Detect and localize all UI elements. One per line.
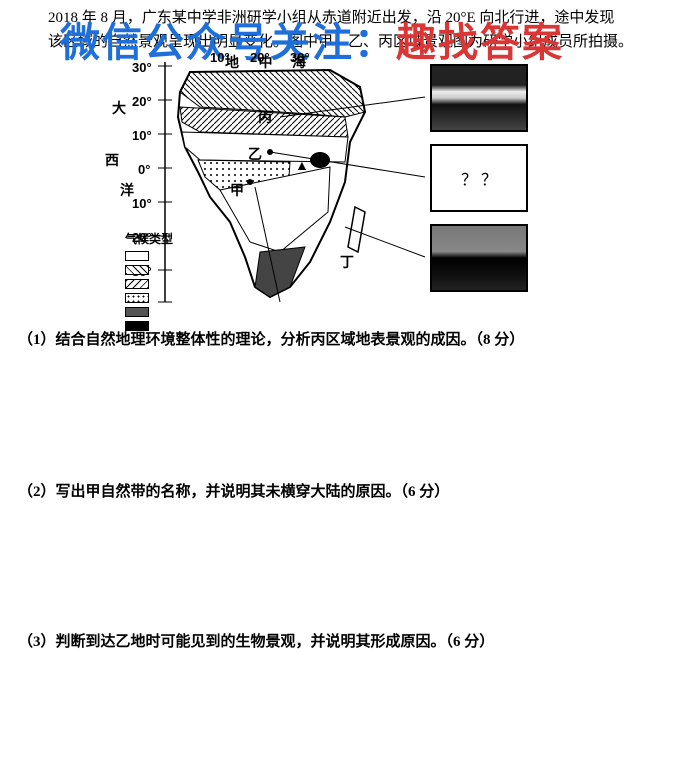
- legend-row: [125, 277, 173, 291]
- lat-10s: 10°: [132, 196, 152, 211]
- map-svg: ▲: [130, 52, 430, 312]
- question-3: （3）判断到达乙地时可能见到的生物景观，并说明其形成原因。（6 分）: [18, 630, 680, 651]
- question-2: （2）写出甲自然带的名称，并说明其未横穿大陆的原因。（6 分）: [18, 480, 680, 501]
- africa-map-figure: ▲ 30° 20° 10° 0° 10° 20° 30° 10° 20° 30°…: [130, 52, 570, 312]
- lat-30n: 30°: [132, 60, 152, 75]
- point-jia: 甲: [230, 180, 244, 200]
- legend-row: [125, 291, 173, 305]
- point-ding: 丁: [340, 252, 354, 272]
- label-atlantic-3: 洋: [120, 180, 134, 200]
- svg-text:▲: ▲: [295, 159, 309, 174]
- photo-yi-text: ？ ？: [461, 166, 497, 190]
- photo-bing: [430, 64, 528, 132]
- legend-row: [125, 263, 173, 277]
- legend-row: [125, 305, 173, 319]
- lat-10n: 10°: [132, 128, 152, 143]
- legend-title: 气候类型: [125, 230, 173, 247]
- label-atlantic-1: 大: [112, 98, 126, 118]
- photo-ding: [430, 224, 528, 292]
- label-mediterranean: 地 中 海: [225, 52, 314, 72]
- point-bing: 丙: [258, 107, 272, 127]
- photo-yi: ？ ？: [430, 144, 528, 212]
- question-1: （1）结合自然地理环境整体性的理论，分析丙区域地表景观的成因。（8 分）: [18, 328, 680, 349]
- point-yi: 乙: [248, 144, 262, 164]
- legend-row: [125, 249, 173, 263]
- lat-20n: 20°: [132, 94, 152, 109]
- lat-0: 0°: [138, 162, 150, 177]
- legend: 气候类型: [125, 230, 173, 333]
- label-atlantic-2: 西: [105, 150, 119, 170]
